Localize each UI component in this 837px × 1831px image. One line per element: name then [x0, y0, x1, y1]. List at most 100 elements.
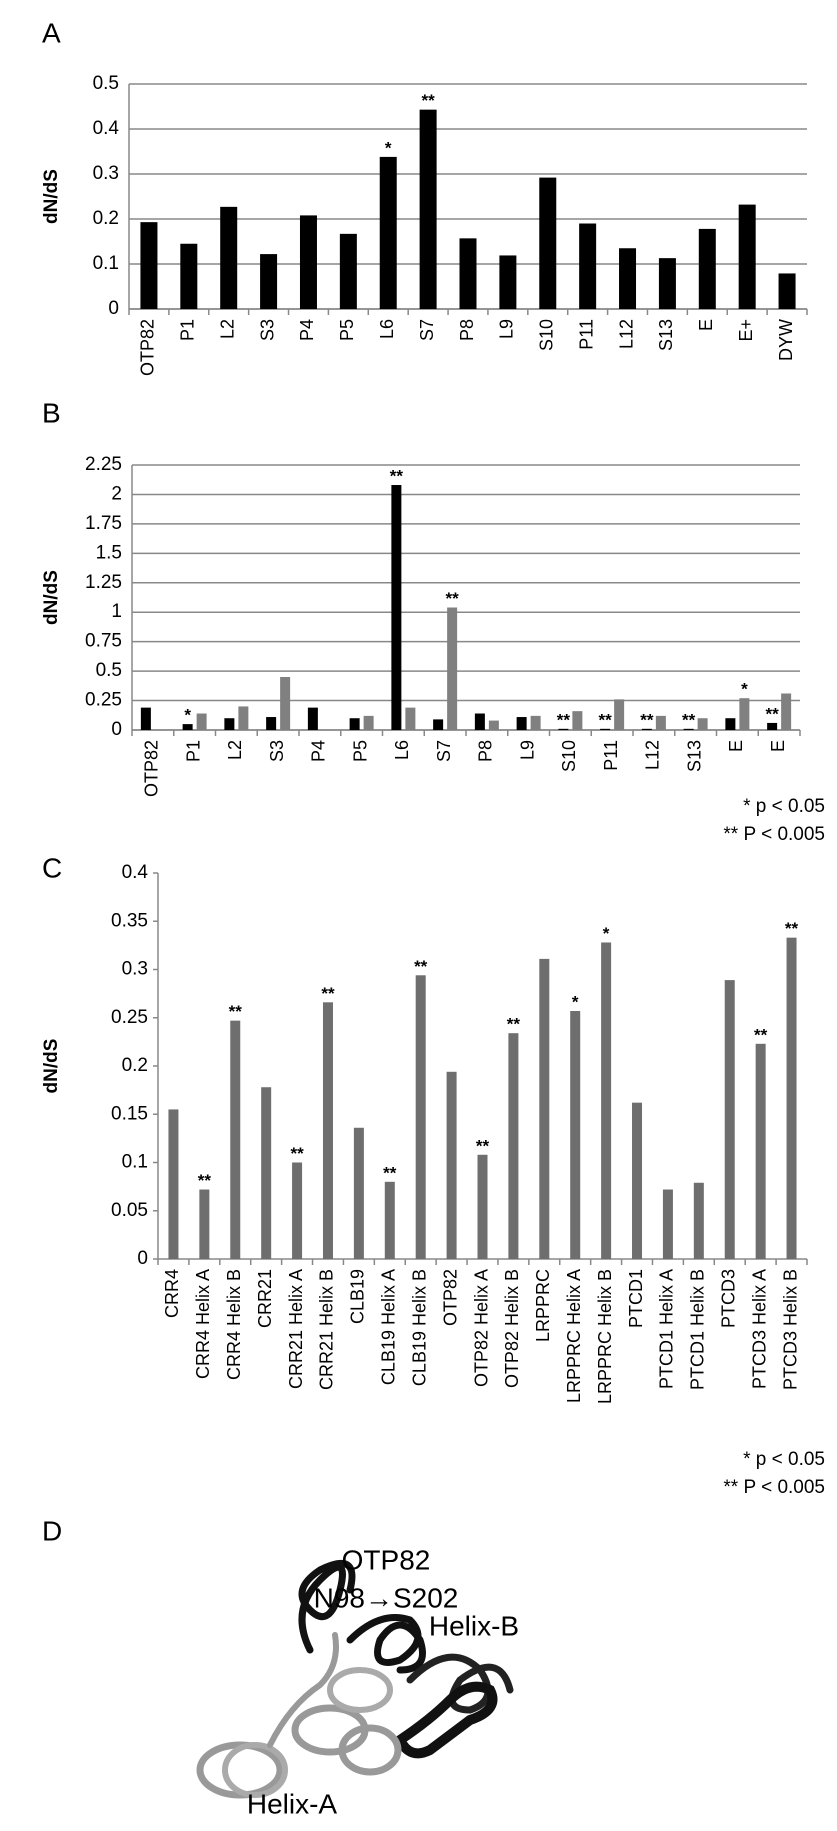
- bar: [539, 958, 550, 1259]
- x-tick-label: S3: [257, 319, 277, 341]
- significance-label: **: [383, 1163, 397, 1182]
- bar: [474, 713, 485, 730]
- y-tick-label: 0.25: [85, 690, 122, 711]
- bar: [488, 720, 499, 730]
- significance-label: **: [599, 710, 613, 729]
- bar: [261, 1087, 272, 1259]
- footnote: * p < 0.05: [743, 1449, 825, 1470]
- x-tick-label: CRR21 Helix B: [317, 1269, 337, 1390]
- x-tick-label: CLB19 Helix B: [409, 1269, 429, 1386]
- y-tick-label: 0: [137, 1248, 148, 1269]
- bar: [579, 223, 597, 309]
- x-tick-label: P5: [337, 319, 357, 341]
- x-tick-label: S3: [267, 740, 287, 762]
- bar: [140, 222, 158, 309]
- structure-range: N98→S202: [314, 1582, 459, 1613]
- helix-label: Helix-B: [429, 1610, 519, 1641]
- bar: [658, 258, 676, 309]
- x-tick-label: P5: [350, 740, 370, 762]
- bar: [238, 706, 249, 730]
- bar: [280, 677, 291, 730]
- significance-label: **: [229, 1002, 243, 1021]
- y-axis-label: dN/dS: [41, 570, 62, 625]
- bar: [499, 255, 517, 309]
- bar: [778, 273, 796, 309]
- footnote: ** P < 0.005: [723, 824, 825, 845]
- y-tick-label: 0.5: [93, 73, 119, 94]
- bar: [199, 1189, 210, 1259]
- x-tick-label: S13: [684, 740, 704, 772]
- bar: [724, 980, 735, 1259]
- bar: [292, 1162, 303, 1259]
- x-tick-label: P4: [309, 740, 329, 762]
- y-tick-label: 2.25: [85, 454, 122, 475]
- significance-label: **: [321, 984, 335, 1003]
- significance-label: *: [184, 706, 191, 725]
- x-tick-label: L12: [616, 319, 636, 349]
- bar: [140, 707, 151, 730]
- significance-label: **: [414, 957, 428, 976]
- y-tick-label: 1.5: [96, 542, 122, 563]
- y-tick-label: 0: [108, 298, 119, 319]
- bar: [180, 243, 198, 309]
- x-tick-label: L9: [517, 740, 537, 760]
- x-tick-label: P1: [183, 740, 203, 762]
- x-tick-label: P8: [476, 740, 496, 762]
- x-tick-label: LRPPRC Helix B: [595, 1269, 615, 1404]
- y-tick-label: 0.3: [122, 959, 148, 980]
- x-tick-label: P4: [297, 319, 317, 341]
- bar: [693, 1182, 704, 1259]
- y-axis-label: dN/dS: [41, 1039, 62, 1094]
- bar: [299, 215, 317, 309]
- significance-label: **: [507, 1015, 521, 1034]
- x-tick-label: PTCD1 Helix B: [688, 1269, 708, 1390]
- protein-structure: [196, 1559, 514, 1799]
- bar: [697, 718, 708, 730]
- bar: [508, 1033, 519, 1259]
- bar: [339, 233, 357, 309]
- bar: [220, 206, 238, 309]
- x-tick-label: PTCD1: [626, 1269, 646, 1328]
- bar: [558, 728, 569, 730]
- x-tick-label: P11: [601, 740, 621, 771]
- bar: [307, 707, 318, 730]
- x-tick-label: CLB19 Helix A: [379, 1269, 399, 1385]
- x-tick-label: DYW: [776, 319, 796, 361]
- bar: [539, 177, 557, 309]
- y-tick-label: 1.75: [85, 513, 122, 534]
- x-tick-label: OTP82: [440, 1269, 460, 1326]
- y-tick-label: 0.1: [122, 1152, 148, 1173]
- bar: [570, 1010, 581, 1259]
- y-tick-label: 0.4: [122, 862, 149, 883]
- bar: [459, 238, 477, 309]
- bar: [182, 724, 193, 730]
- significance-label: **: [640, 710, 654, 729]
- footnote: * p < 0.05: [743, 796, 825, 817]
- x-tick-label: OTP82 Helix A: [471, 1269, 491, 1387]
- x-tick-label: PTCD3 Helix B: [780, 1269, 800, 1390]
- significance-label: **: [198, 1171, 212, 1190]
- panel-label: A: [42, 17, 61, 48]
- significance-label: **: [785, 919, 799, 938]
- significance-label: **: [390, 467, 404, 486]
- bar: [601, 942, 612, 1259]
- bar: [405, 707, 416, 730]
- bar: [632, 1102, 643, 1259]
- significance-label: **: [682, 710, 696, 729]
- y-tick-label: 0.15: [111, 1103, 148, 1124]
- significance-label: **: [422, 91, 436, 110]
- bar: [446, 1071, 457, 1259]
- x-tick-label: CRR4 Helix B: [224, 1269, 244, 1380]
- x-tick-label: L12: [643, 740, 663, 770]
- bar: [619, 248, 637, 309]
- structure-title: OTP82: [342, 1544, 431, 1575]
- x-tick-label: OTP82: [138, 319, 158, 376]
- x-tick-label: CRR4: [162, 1269, 182, 1318]
- x-tick-label: L6: [377, 319, 397, 339]
- helix-label: Helix-A: [247, 1788, 338, 1819]
- x-tick-label: PTCD1 Helix A: [657, 1269, 677, 1389]
- significance-label: **: [476, 1136, 490, 1155]
- bar: [641, 728, 652, 730]
- y-tick-label: 0.35: [111, 910, 148, 931]
- bar: [725, 718, 736, 730]
